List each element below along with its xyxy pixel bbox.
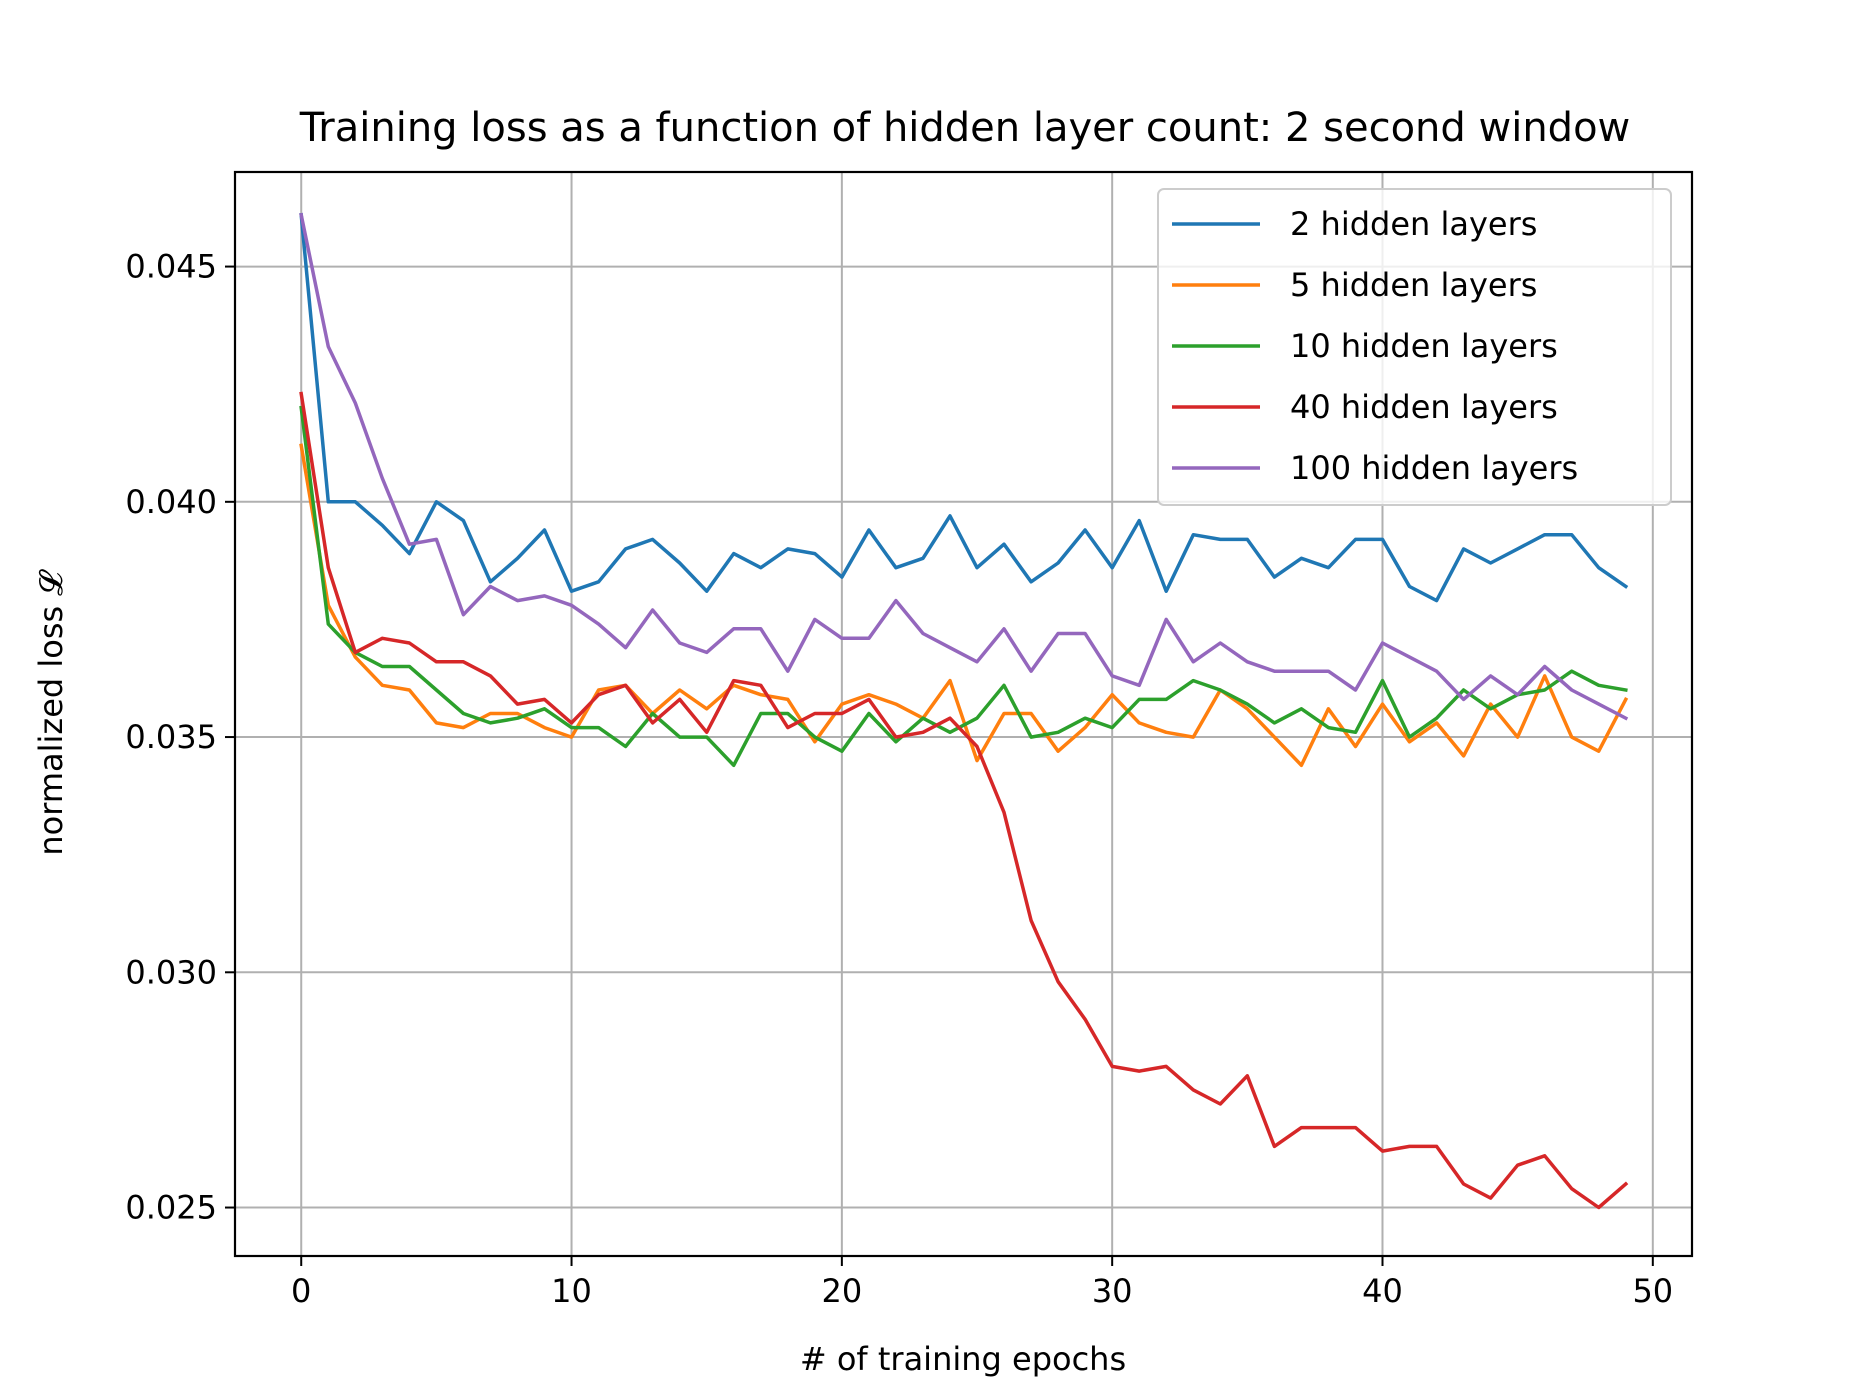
y-tick-label: 0.035: [125, 718, 217, 756]
x-tick-label: 0: [291, 1272, 311, 1310]
y-axis-label: normalized loss 𝓛: [32, 569, 70, 856]
series-group: [299, 212, 1629, 1210]
chart-title: Training loss as a function of hidden la…: [299, 105, 1631, 151]
y-tick-label: 0.025: [125, 1189, 217, 1227]
legend-entry-label: 10 hidden layers: [1290, 327, 1558, 365]
y-tick-label: 0.040: [125, 483, 217, 521]
x-axis-label: # of training epochs: [800, 1340, 1126, 1378]
legend-box: [1157, 188, 1672, 506]
legend: 2 hidden layers 5 hidden layers 10 hidden …: [1157, 188, 1672, 506]
y-axis: 0.025 0.030 0.035 0.040 0.045: [125, 248, 235, 1227]
x-tick-label: 40: [1362, 1272, 1403, 1310]
x-axis: 0 10 20 30 40 50: [291, 1256, 1673, 1310]
x-tick-label: 10: [551, 1272, 592, 1310]
legend-entry-label: 5 hidden layers: [1290, 266, 1537, 304]
series-line-1: [299, 212, 1629, 603]
legend-entry-label: 100 hidden layers: [1290, 449, 1578, 487]
series-line-4: [299, 391, 1629, 1210]
x-tick-label: 20: [821, 1272, 862, 1310]
y-tick-label: 0.030: [125, 953, 217, 991]
legend-entry-label: 2 hidden layers: [1290, 205, 1537, 243]
x-tick-label: 50: [1632, 1272, 1673, 1310]
plot-frame: [233, 170, 1694, 1258]
y-tick-label: 0.045: [125, 248, 217, 286]
series-line-3: [299, 405, 1628, 768]
series-line-5: [299, 212, 1629, 721]
legend-entry-label: 40 hidden layers: [1290, 388, 1558, 426]
x-tick-label: 30: [1092, 1272, 1133, 1310]
